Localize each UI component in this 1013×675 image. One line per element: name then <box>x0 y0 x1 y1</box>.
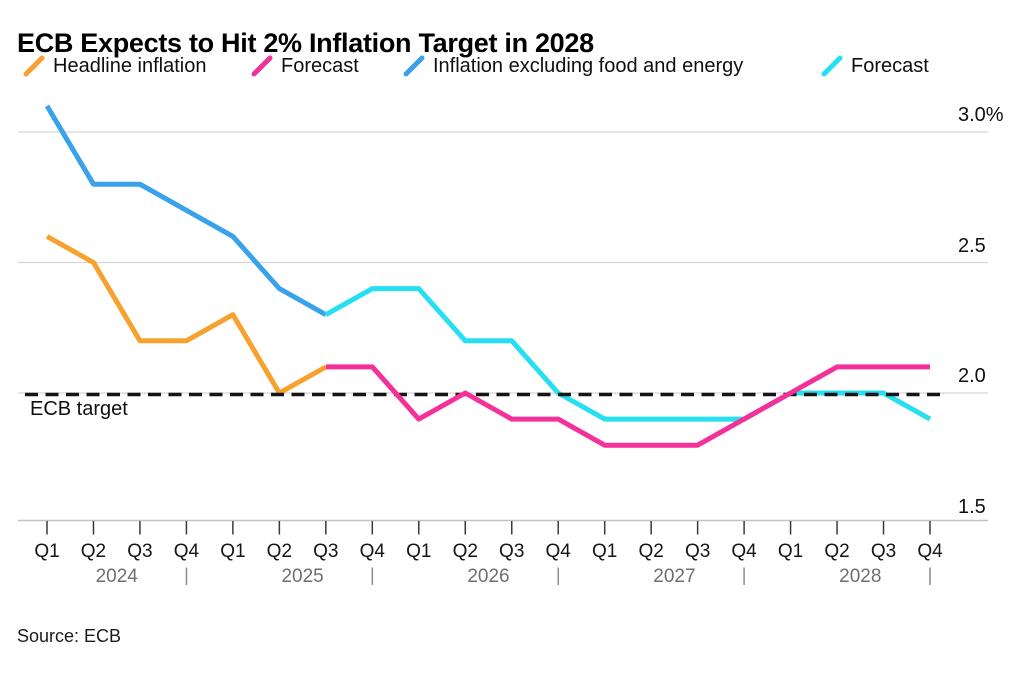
y-axis-label: 1.5 <box>958 495 986 518</box>
year-separator: | <box>369 565 375 585</box>
core-inflation-line <box>44 104 328 317</box>
source-note: Source: ECB <box>17 626 122 646</box>
quarter-label: Q2 <box>638 541 664 562</box>
legend-slash-icon <box>821 55 843 77</box>
year-label: 2027 <box>653 566 696 587</box>
y-axis-label: 2.0 <box>958 365 986 387</box>
legend-slash-icon <box>403 55 425 77</box>
quarter-label: Q2 <box>452 541 478 562</box>
legend-slash-stroke <box>23 55 45 77</box>
legend-item-label: Headline inflation <box>53 54 207 77</box>
ecb-target-label: ECB target <box>30 398 128 420</box>
legend-slash-stroke <box>821 55 843 77</box>
headline-forecast-line <box>325 364 930 448</box>
legend-item: Forecast <box>250 53 359 79</box>
chart-legend: Headline inflation Forecast Inflation excl… <box>0 53 1013 83</box>
quarter-label: Q4 <box>545 541 571 562</box>
legend-item: Headline inflation <box>22 53 206 79</box>
quarter-label: Q4 <box>359 541 385 562</box>
quarter-label: Q3 <box>127 541 153 562</box>
legend-item: Forecast <box>820 53 929 79</box>
quarter-label: Q4 <box>731 541 757 562</box>
quarter-label: Q2 <box>266 541 293 562</box>
quarter-label: Q3 <box>870 541 897 562</box>
legend-item-label: Inflation excluding food and energy <box>433 54 744 77</box>
quarter-label: Q3 <box>499 541 525 562</box>
y-axis-label: 2.5 <box>958 234 986 257</box>
quarter-label: Q2 <box>80 541 107 562</box>
year-label: 2026 <box>467 566 510 587</box>
chart-title: ECB Expects to Hit 2% Inflation Target i… <box>17 28 594 59</box>
quarter-label: Q3 <box>313 541 339 562</box>
legend-item-label: Forecast <box>281 54 359 77</box>
legend-slash-icon <box>251 55 273 77</box>
quarter-label: Q1 <box>406 541 432 562</box>
quarter-label: Q3 <box>684 541 711 562</box>
legend-slash-stroke <box>251 55 273 77</box>
legend-item-label: Forecast <box>851 54 929 77</box>
quarter-label: Q2 <box>824 541 850 562</box>
legend-slash-stroke <box>403 55 425 77</box>
quarter-label: Q4 <box>917 541 943 562</box>
year-separator: | <box>741 565 747 585</box>
year-label: 2028 <box>839 566 882 587</box>
quarter-label: Q1 <box>777 541 804 562</box>
quarter-label: Q1 <box>220 541 246 562</box>
year-label: 2025 <box>281 566 324 587</box>
year-label: 2024 <box>95 566 138 587</box>
quarter-label: Q1 <box>591 541 618 562</box>
legend-item: Inflation excluding food and energy <box>402 53 743 79</box>
legend-slash-icon <box>23 55 45 77</box>
year-separator: | <box>927 565 933 585</box>
core-forecast-line <box>324 286 932 422</box>
quarter-label: Q4 <box>173 541 200 562</box>
headline-inflation-line <box>45 234 328 396</box>
year-separator: | <box>184 565 189 585</box>
y-axis-label: 3.0% <box>958 104 1004 126</box>
quarter-label: Q1 <box>34 541 60 562</box>
year-separator: | <box>555 565 561 585</box>
